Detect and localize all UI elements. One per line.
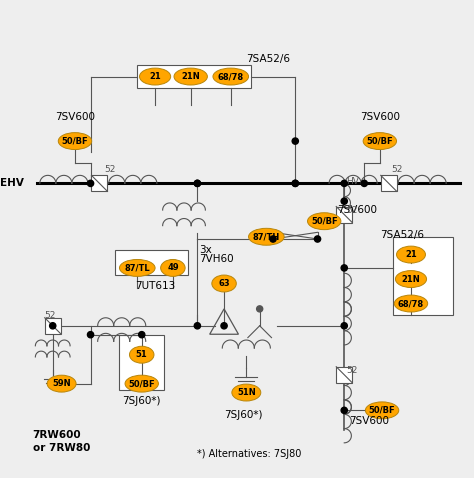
Text: 68/78: 68/78 [398, 299, 424, 308]
Circle shape [292, 180, 299, 186]
Ellipse shape [119, 260, 155, 276]
Circle shape [194, 180, 201, 186]
Text: 50/BF: 50/BF [128, 379, 155, 388]
Bar [336, 206, 352, 223]
Circle shape [256, 306, 263, 312]
Bar [115, 250, 189, 274]
Text: 52: 52 [346, 366, 358, 375]
Circle shape [87, 332, 94, 338]
Circle shape [292, 138, 299, 144]
Circle shape [341, 323, 347, 329]
Ellipse shape [232, 384, 261, 401]
Bar [381, 175, 397, 191]
Ellipse shape [394, 295, 428, 312]
Text: 7SJ60*): 7SJ60*) [122, 396, 160, 406]
Ellipse shape [212, 275, 237, 292]
Text: 51: 51 [136, 350, 147, 359]
Text: 21: 21 [405, 250, 417, 259]
Circle shape [221, 323, 227, 329]
Text: 7SV600: 7SV600 [349, 416, 389, 426]
Ellipse shape [58, 132, 91, 150]
Text: 52: 52 [391, 165, 402, 174]
Text: 7VH60: 7VH60 [200, 254, 234, 264]
Text: 50/BF: 50/BF [366, 137, 393, 146]
Circle shape [314, 236, 320, 242]
Circle shape [138, 332, 145, 338]
Text: 7SV600: 7SV600 [360, 111, 400, 121]
Text: 3x: 3x [200, 245, 212, 255]
Text: 7SA52/6: 7SA52/6 [246, 54, 290, 64]
Ellipse shape [248, 228, 284, 245]
Circle shape [341, 265, 347, 271]
Ellipse shape [365, 402, 399, 419]
Ellipse shape [161, 260, 185, 276]
Text: 59N: 59N [52, 379, 71, 388]
Text: 7SV600: 7SV600 [337, 205, 378, 215]
Ellipse shape [397, 246, 426, 263]
Ellipse shape [129, 346, 154, 363]
Ellipse shape [308, 213, 341, 229]
Text: 7SA52/6: 7SA52/6 [380, 229, 424, 239]
Circle shape [87, 180, 94, 186]
Text: 7UT613: 7UT613 [135, 281, 175, 291]
Bar [91, 175, 108, 191]
Text: 7SV600: 7SV600 [55, 111, 95, 121]
Ellipse shape [174, 68, 208, 85]
Text: 7RW600: 7RW600 [33, 430, 82, 440]
Ellipse shape [213, 68, 248, 85]
Text: 50/BF: 50/BF [311, 217, 337, 226]
Bar [393, 237, 453, 315]
Text: 87/TH: 87/TH [253, 232, 280, 241]
Text: 63: 63 [218, 279, 230, 288]
Circle shape [270, 236, 276, 242]
Bar [137, 65, 251, 87]
Text: 21: 21 [149, 72, 161, 81]
Text: 50/BF: 50/BF [62, 137, 88, 146]
Ellipse shape [125, 375, 158, 392]
Text: 68/78: 68/78 [218, 72, 244, 81]
Text: 50/BF: 50/BF [369, 406, 395, 415]
Text: 7SJ60*): 7SJ60*) [224, 410, 263, 420]
Circle shape [292, 180, 299, 186]
Ellipse shape [47, 375, 76, 392]
Text: 52: 52 [104, 165, 115, 174]
Bar [45, 318, 61, 334]
Bar [336, 367, 352, 383]
Text: 51N: 51N [237, 388, 255, 397]
Text: 52: 52 [346, 206, 358, 215]
Ellipse shape [363, 132, 397, 150]
Bar [119, 335, 164, 391]
Circle shape [361, 180, 367, 186]
Text: HV: HV [346, 177, 359, 185]
Text: 21N: 21N [182, 72, 200, 81]
Text: 21N: 21N [401, 274, 420, 283]
Circle shape [50, 323, 56, 329]
Text: 87/TL: 87/TL [125, 263, 150, 272]
Text: 52: 52 [44, 311, 55, 320]
Circle shape [194, 323, 201, 329]
Ellipse shape [395, 271, 427, 287]
Circle shape [341, 198, 347, 204]
Circle shape [341, 407, 347, 413]
Text: or 7RW80: or 7RW80 [33, 443, 90, 453]
Text: *) Alternatives: 7SJ80: *) Alternatives: 7SJ80 [197, 448, 302, 458]
Ellipse shape [139, 68, 171, 85]
Text: 49: 49 [167, 263, 179, 272]
Text: EHV: EHV [0, 178, 24, 188]
Circle shape [194, 180, 201, 186]
Circle shape [341, 180, 347, 186]
